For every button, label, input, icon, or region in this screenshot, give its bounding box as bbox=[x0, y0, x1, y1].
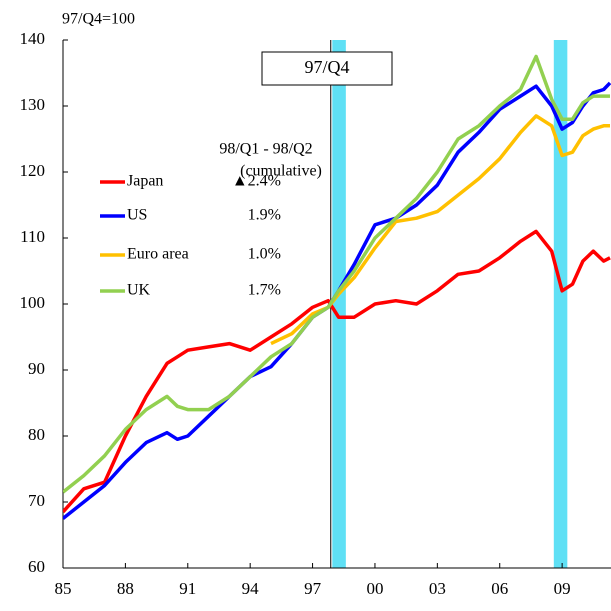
legend-label: Euro area bbox=[127, 246, 189, 263]
x-tick-label: 88 bbox=[117, 579, 134, 598]
x-tick-label: 09 bbox=[554, 579, 571, 598]
legend-title: (cumulative) bbox=[240, 163, 322, 180]
y-tick-label: 70 bbox=[28, 491, 45, 510]
legend-value: ▲2.4% bbox=[232, 173, 281, 190]
x-tick-label: 03 bbox=[429, 579, 446, 598]
legend-label: UK bbox=[127, 282, 151, 299]
legend-value: 1.9% bbox=[248, 207, 281, 224]
legend-label: US bbox=[127, 207, 147, 224]
x-tick-label: 85 bbox=[55, 579, 72, 598]
y-tick-label: 110 bbox=[20, 227, 45, 246]
y-tick-label: 90 bbox=[28, 359, 45, 378]
legend-title: 98/Q1 - 98/Q2 bbox=[219, 141, 312, 158]
x-tick-label: 06 bbox=[491, 579, 508, 598]
y-tick-label: 80 bbox=[28, 425, 45, 444]
y-tick-label: 100 bbox=[20, 293, 46, 312]
legend-value: 1.7% bbox=[248, 282, 281, 299]
series-lines bbox=[63, 54, 611, 520]
legend-label: Japan bbox=[127, 173, 163, 190]
shaded-period bbox=[332, 40, 346, 568]
reference-label-box bbox=[261, 51, 393, 86]
x-tick-label: 94 bbox=[242, 579, 260, 598]
x-tick-label: 00 bbox=[366, 579, 383, 598]
reference-label: 97/Q4 bbox=[305, 57, 350, 77]
y-axis-label: 97/Q4=100 bbox=[62, 11, 135, 28]
y-tick-label: 140 bbox=[20, 29, 46, 48]
series-line bbox=[63, 229, 611, 514]
x-tick-label: 97 bbox=[304, 579, 322, 598]
legend-value: 1.0% bbox=[248, 246, 281, 263]
shaded-period bbox=[553, 40, 568, 568]
y-tick-label: 130 bbox=[20, 95, 46, 114]
x-tick-label: 91 bbox=[179, 579, 196, 598]
y-tick-label: 120 bbox=[20, 161, 46, 180]
y-tick-label: 60 bbox=[28, 557, 45, 576]
series-line bbox=[63, 54, 610, 494]
series-line bbox=[63, 81, 611, 520]
